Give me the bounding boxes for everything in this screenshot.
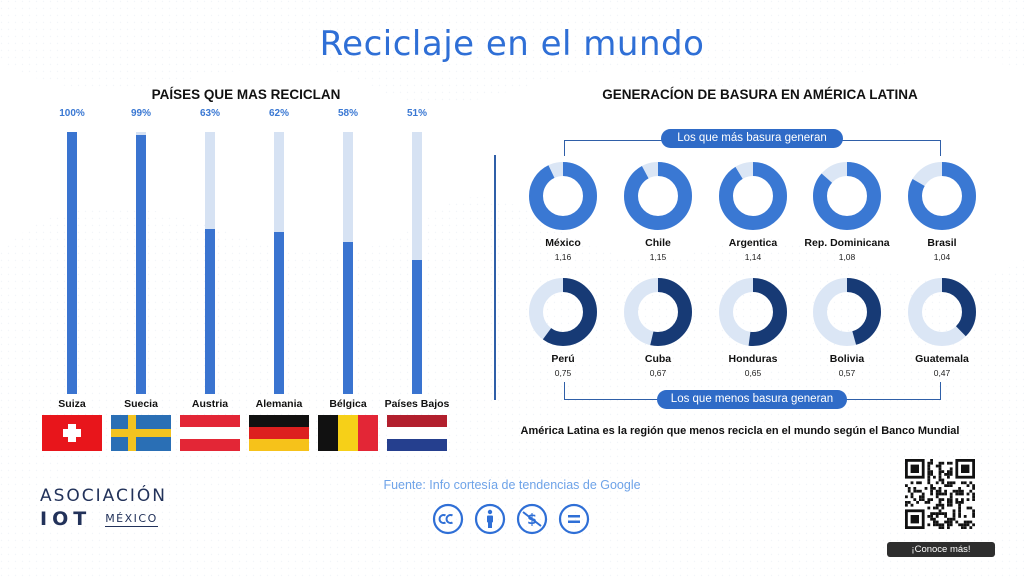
donut-arc bbox=[529, 162, 597, 230]
top-group-label: Los que más basura generan bbox=[661, 129, 843, 148]
donut-arc bbox=[529, 278, 597, 346]
bar-value-label: 99% bbox=[130, 108, 151, 119]
bar-chart-title: PAÍSES QUE MAS RECICLAN bbox=[151, 87, 341, 102]
sweden-flag bbox=[111, 415, 171, 451]
belgium-flag bbox=[318, 415, 378, 451]
bar bbox=[136, 135, 146, 394]
donut-ring bbox=[624, 162, 692, 230]
cc-icon bbox=[432, 503, 464, 535]
donut-country-label: Argentica bbox=[728, 237, 778, 249]
license-icons: $ bbox=[432, 503, 592, 537]
bottom-group-label: Los que menos basura generan bbox=[657, 390, 847, 409]
page-title: Reciclaje en el mundo bbox=[319, 24, 705, 64]
donut-chart: Rep. Dominicana 1,08 bbox=[797, 161, 897, 262]
donut-value-label: 1,16 bbox=[554, 252, 572, 262]
bar-value-label: 62% bbox=[268, 108, 289, 119]
bar-category-label: Suiza bbox=[58, 398, 86, 410]
donut-value-label: 1,04 bbox=[933, 252, 951, 262]
donut-ring bbox=[908, 162, 976, 230]
donut-arc bbox=[908, 278, 976, 346]
donut-country-label: Brasil bbox=[927, 237, 957, 249]
bar-track bbox=[136, 132, 146, 394]
donut-country-label: Perú bbox=[551, 353, 575, 365]
donut-country-label: Guatemala bbox=[915, 353, 969, 365]
source-text: Fuente: Info cortesía de tendencias de G… bbox=[383, 478, 641, 492]
donut-chart: Honduras 0,65 bbox=[703, 277, 803, 378]
donut-arc bbox=[813, 162, 881, 230]
donut-chart: México 1,16 bbox=[513, 161, 613, 262]
donut-ring bbox=[908, 278, 976, 346]
bar-value-label: 63% bbox=[199, 108, 220, 119]
donut-chart: Argentica 1,14 bbox=[703, 161, 803, 262]
donut-value-label: 1,15 bbox=[649, 252, 667, 262]
donut-ring bbox=[529, 278, 597, 346]
donut-chart: Chile 1,15 bbox=[608, 161, 708, 262]
bar bbox=[343, 242, 353, 394]
donut-value-label: 1,08 bbox=[838, 252, 856, 262]
donut-value-label: 1,14 bbox=[744, 252, 762, 262]
bar-track bbox=[343, 132, 353, 394]
donut-chart: Perú 0,75 bbox=[513, 277, 613, 378]
bar-category-label: Bélgica bbox=[329, 398, 367, 410]
donut-arc bbox=[624, 162, 692, 230]
bar bbox=[412, 260, 422, 394]
germany-flag bbox=[249, 415, 309, 451]
donut-country-label: Rep. Dominicana bbox=[804, 237, 890, 249]
donut-country-label: Honduras bbox=[728, 353, 778, 365]
nc-icon: $ bbox=[516, 503, 548, 535]
donut-arc bbox=[813, 278, 881, 346]
bar-track bbox=[274, 132, 284, 394]
logo-country: MÉXICO bbox=[105, 511, 158, 527]
donut-arc bbox=[908, 162, 976, 230]
donut-chart: Guatemala 0,47 bbox=[892, 277, 992, 378]
bar bbox=[274, 232, 284, 394]
donut-ring bbox=[624, 278, 692, 346]
bar bbox=[67, 132, 77, 394]
bar-value-label: 58% bbox=[337, 108, 358, 119]
donut-value-label: 0,67 bbox=[649, 368, 667, 378]
nd-icon bbox=[558, 503, 590, 535]
donut-chart: Bolivia 0,57 bbox=[797, 277, 897, 378]
bar-value-label: 51% bbox=[406, 108, 427, 119]
conoce-mas-button[interactable]: ¡Conoce más! bbox=[887, 542, 995, 557]
donut-ring bbox=[719, 162, 787, 230]
austria-flag bbox=[180, 415, 240, 451]
donut-value-label: 0,65 bbox=[744, 368, 762, 378]
donut-value-label: 0,57 bbox=[838, 368, 856, 378]
donut-chart: Cuba 0,67 bbox=[608, 277, 708, 378]
bar-value-label: 100% bbox=[59, 108, 85, 119]
logo-iot: IOT bbox=[40, 508, 92, 530]
bar-track bbox=[412, 132, 422, 394]
by-icon bbox=[474, 503, 506, 535]
donut-value-label: 0,75 bbox=[554, 368, 572, 378]
section-divider bbox=[494, 155, 496, 400]
donut-arc bbox=[719, 278, 787, 346]
donut-country-label: México bbox=[545, 237, 581, 249]
donut-country-label: Bolivia bbox=[829, 353, 865, 365]
donut-country-label: Chile bbox=[645, 237, 671, 249]
bar-track bbox=[205, 132, 215, 394]
donut-ring bbox=[529, 162, 597, 230]
bar-category-label: Suecia bbox=[124, 398, 158, 410]
donut-value-label: 0,47 bbox=[933, 368, 951, 378]
bar-category-label: Austria bbox=[191, 398, 229, 410]
donut-ring bbox=[813, 278, 881, 346]
footnote: América Latina es la región que menos re… bbox=[520, 425, 960, 437]
logo-line1: ASOCIACIÓN bbox=[40, 486, 167, 506]
switzerland-flag bbox=[42, 415, 102, 451]
donut-country-label: Cuba bbox=[644, 353, 672, 365]
netherlands-flag bbox=[387, 415, 447, 451]
donut-chart: Brasil 1,04 bbox=[892, 161, 992, 262]
donut-ring bbox=[813, 162, 881, 230]
donut-arc bbox=[624, 278, 692, 346]
qr-code[interactable] bbox=[905, 459, 975, 529]
donut-arc bbox=[719, 162, 787, 230]
donut-section-title: GENERACÍON DE BASURA EN AMÉRICA LATINA bbox=[602, 87, 918, 102]
bar-track bbox=[67, 132, 77, 394]
bar-category-label: Países Bajos bbox=[384, 398, 450, 410]
bar bbox=[205, 229, 215, 394]
bar-category-label: Alemania bbox=[255, 398, 303, 410]
donut-ring bbox=[719, 278, 787, 346]
asociacion-iot-logo: ASOCIACIÓN IOT MÉXICO bbox=[40, 486, 190, 534]
